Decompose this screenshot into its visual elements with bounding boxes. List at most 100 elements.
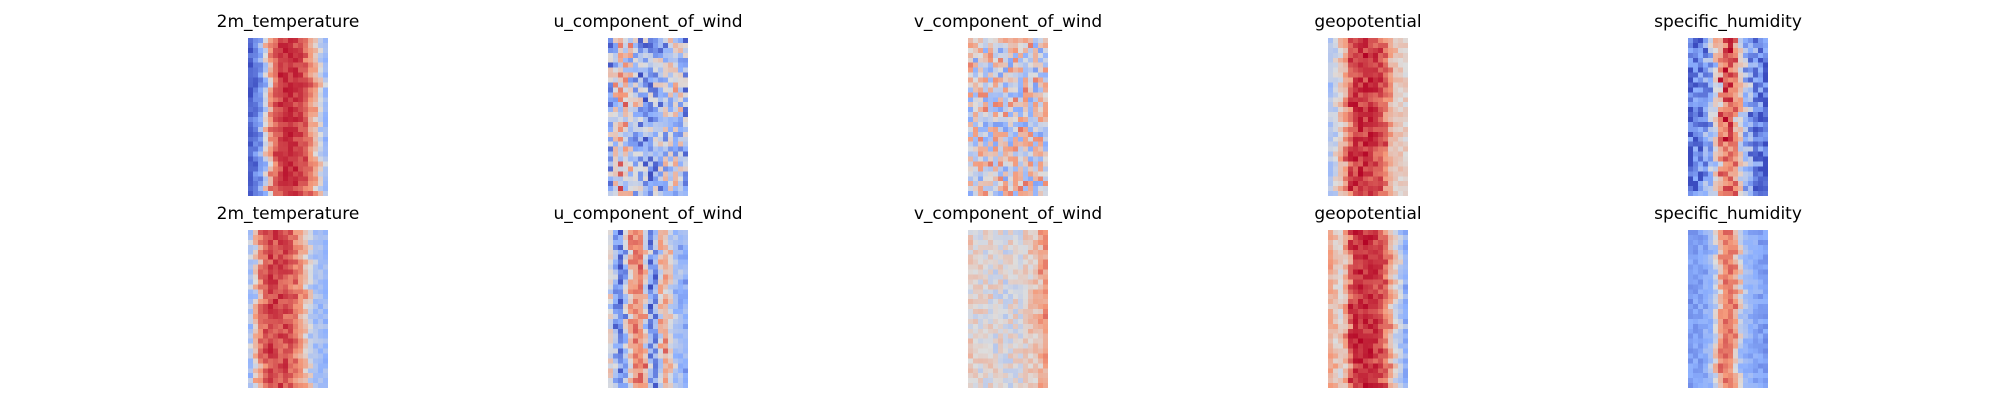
heatmap-cell bbox=[1363, 309, 1369, 315]
heatmap-cell bbox=[1008, 368, 1014, 374]
heatmap-cell bbox=[1363, 131, 1369, 137]
heatmap-cell bbox=[653, 151, 659, 157]
heatmap-cell bbox=[668, 239, 674, 245]
heatmap-cell bbox=[1728, 274, 1734, 280]
heatmap-cell bbox=[1358, 176, 1364, 182]
heatmap-cell bbox=[683, 383, 688, 388]
heatmap-cell bbox=[658, 323, 664, 329]
heatmap-cell bbox=[1393, 92, 1399, 98]
panel-title: geopotential bbox=[1314, 204, 1422, 224]
heatmap-cell bbox=[1688, 244, 1694, 250]
heatmap-cell bbox=[248, 72, 254, 78]
heatmap-cell bbox=[988, 299, 994, 305]
heatmap-cell bbox=[1708, 254, 1714, 260]
heatmap-cell bbox=[253, 176, 259, 182]
heatmap-cell bbox=[273, 191, 279, 196]
heatmap-cell bbox=[1378, 254, 1384, 260]
heatmap-cell bbox=[993, 171, 999, 177]
heatmap-cell bbox=[618, 92, 624, 98]
heatmap-cell bbox=[1353, 234, 1359, 240]
heatmap-cell bbox=[293, 358, 299, 364]
heatmap-cell bbox=[1003, 87, 1009, 93]
heatmap-cell bbox=[1753, 156, 1759, 162]
heatmap-cell bbox=[1398, 309, 1404, 315]
heatmap-cell bbox=[1383, 87, 1389, 93]
heatmap-cell bbox=[1368, 249, 1374, 255]
heatmap-cell bbox=[648, 151, 654, 157]
heatmap-cell bbox=[658, 274, 664, 280]
heatmap-cell bbox=[1723, 230, 1729, 236]
heatmap-cell bbox=[1718, 42, 1724, 48]
heatmap-cell bbox=[1718, 151, 1724, 157]
heatmap-cell bbox=[323, 57, 328, 63]
heatmap-cell bbox=[1363, 323, 1369, 329]
heatmap-cell bbox=[263, 121, 269, 127]
heatmap-cell bbox=[678, 383, 684, 388]
heatmap-cell bbox=[288, 151, 294, 157]
heatmap-cell bbox=[658, 338, 664, 344]
heatmap-cell bbox=[288, 72, 294, 78]
heatmap-cell bbox=[1718, 239, 1724, 245]
heatmap-cell bbox=[678, 186, 684, 192]
heatmap-cell bbox=[303, 72, 309, 78]
heatmap-cell bbox=[633, 254, 639, 260]
heatmap-cell bbox=[1688, 259, 1694, 265]
heatmap-cell bbox=[1738, 141, 1744, 147]
heatmap-cell bbox=[308, 254, 314, 260]
heatmap-cell bbox=[1403, 131, 1408, 137]
heatmap-cell bbox=[683, 274, 688, 280]
heatmap-cell bbox=[1003, 191, 1009, 196]
heatmap-cell bbox=[1348, 117, 1354, 123]
heatmap-cell bbox=[613, 254, 619, 260]
heatmap-cell bbox=[273, 156, 279, 162]
heatmap-cell bbox=[638, 181, 644, 187]
heatmap-cell bbox=[1693, 151, 1699, 157]
heatmap-cell bbox=[988, 373, 994, 379]
heatmap-cell bbox=[1748, 42, 1754, 48]
heatmap-cell bbox=[1743, 191, 1749, 196]
heatmap-cell bbox=[293, 92, 299, 98]
heatmap-cell bbox=[978, 338, 984, 344]
heatmap-cell bbox=[1718, 191, 1724, 196]
heatmap-cell bbox=[668, 47, 674, 53]
heatmap-cell bbox=[1708, 264, 1714, 270]
heatmap-cell bbox=[1738, 249, 1744, 255]
heatmap-cell bbox=[1693, 239, 1699, 245]
heatmap-cell bbox=[248, 294, 254, 300]
heatmap-cell bbox=[628, 363, 634, 369]
heatmap-cell bbox=[1393, 309, 1399, 315]
heatmap-cell bbox=[253, 77, 259, 83]
heatmap-cell bbox=[668, 67, 674, 73]
heatmap-cell bbox=[268, 136, 274, 142]
heatmap-cell bbox=[673, 102, 679, 108]
heatmap-cell bbox=[1353, 259, 1359, 265]
heatmap-cell bbox=[978, 117, 984, 123]
heatmap-cell bbox=[1388, 244, 1394, 250]
heatmap-cell bbox=[993, 328, 999, 334]
heatmap-cell bbox=[323, 230, 328, 236]
heatmap-cell bbox=[1378, 249, 1384, 255]
heatmap-cell bbox=[993, 107, 999, 113]
heatmap-cell bbox=[1368, 97, 1374, 103]
heatmap-cell bbox=[253, 378, 259, 384]
heatmap-cell bbox=[308, 234, 314, 240]
heatmap-cell bbox=[648, 82, 654, 88]
heatmap-cell bbox=[683, 62, 688, 68]
heatmap-cell bbox=[1693, 328, 1699, 334]
heatmap-cell bbox=[288, 141, 294, 147]
heatmap-cell bbox=[998, 38, 1004, 44]
heatmap-cell bbox=[1023, 279, 1029, 285]
heatmap-cell bbox=[1348, 156, 1354, 162]
heatmap-cell bbox=[1358, 383, 1364, 388]
heatmap-cell bbox=[1713, 97, 1719, 103]
heatmap-cell bbox=[668, 279, 674, 285]
heatmap-cell bbox=[1368, 353, 1374, 359]
heatmap-cell bbox=[1718, 82, 1724, 88]
heatmap-cell bbox=[1733, 151, 1739, 157]
heatmap-cell bbox=[613, 42, 619, 48]
heatmap-cell bbox=[1353, 191, 1359, 196]
heatmap-cell bbox=[313, 121, 319, 127]
heatmap-cell bbox=[973, 353, 979, 359]
heatmap-cell bbox=[968, 181, 974, 187]
heatmap-cell bbox=[298, 52, 304, 58]
